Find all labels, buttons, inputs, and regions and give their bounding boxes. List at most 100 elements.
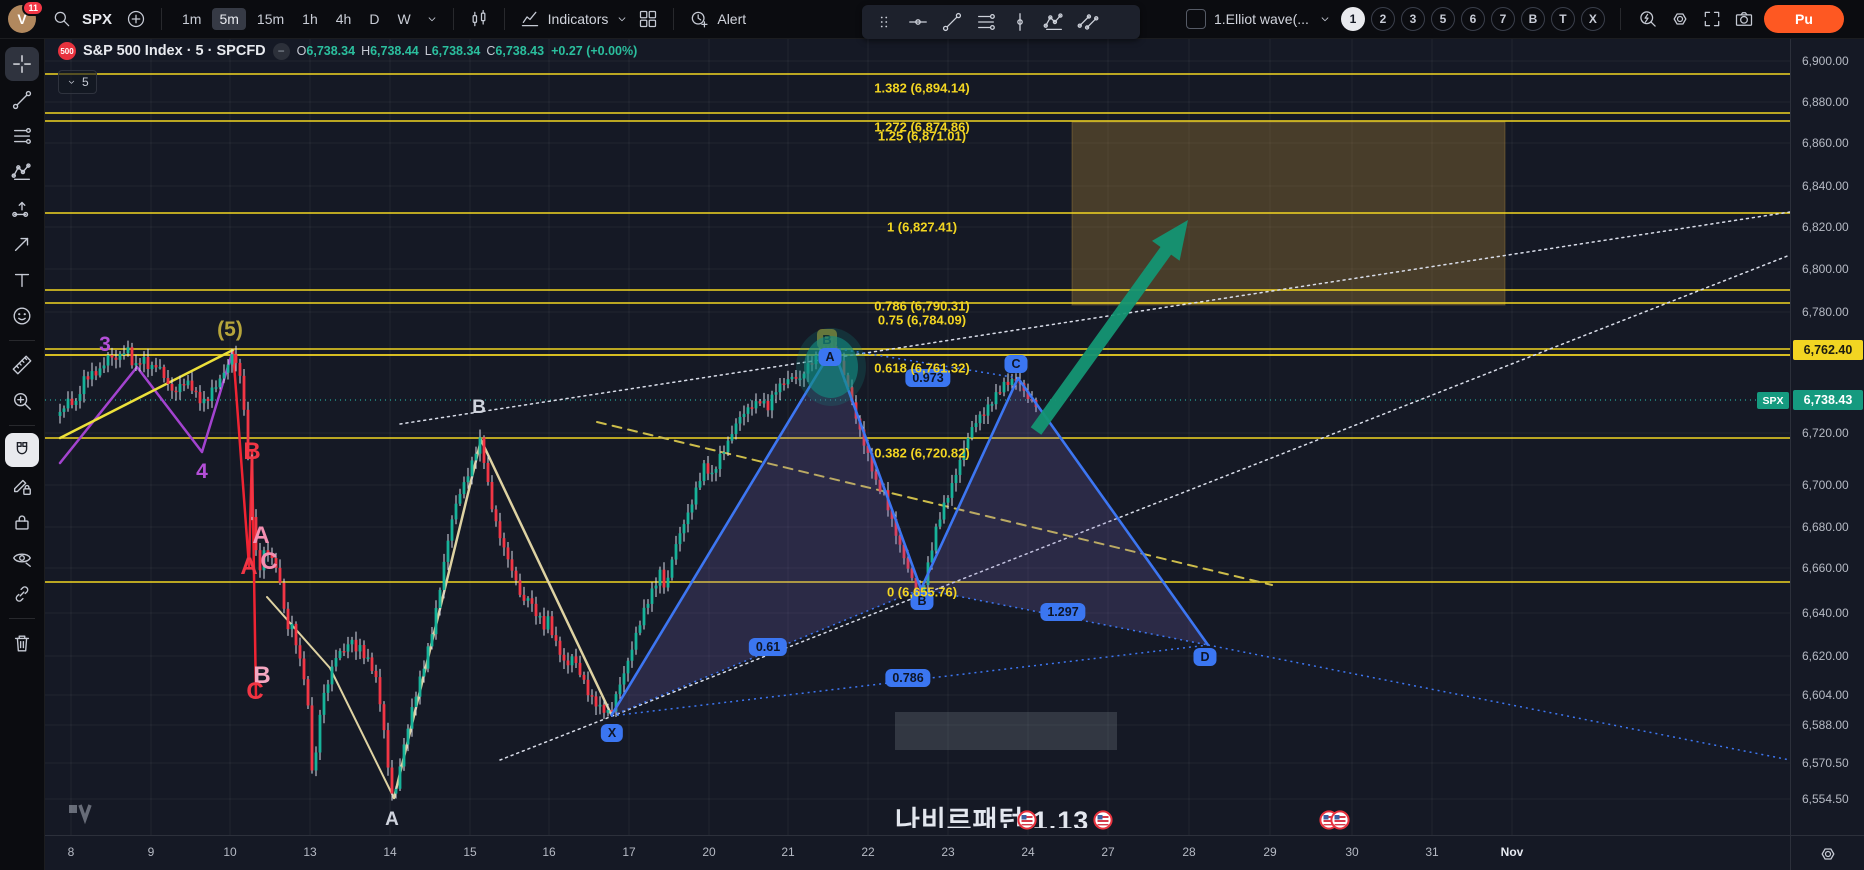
- candle-body: [566, 660, 570, 666]
- white-dotted-upper[interactable]: [399, 211, 1790, 425]
- zoom-in-tool[interactable]: [5, 384, 39, 418]
- layout-tab-3[interactable]: 3: [1400, 7, 1425, 31]
- publish-button[interactable]: Pu: [1763, 5, 1844, 33]
- fib-retracement-icon[interactable]: [974, 11, 998, 33]
- drag-handle-icon[interactable]: [872, 13, 896, 31]
- timeframe-1m[interactable]: 1m: [182, 11, 202, 27]
- alert-button[interactable]: Alert: [717, 11, 747, 27]
- layout-tab-7[interactable]: 7: [1490, 7, 1515, 31]
- template-chevron-icon[interactable]: [1317, 7, 1333, 31]
- layout-tab-T[interactable]: T: [1550, 7, 1575, 31]
- white-dotted-lower[interactable]: [499, 254, 1790, 761]
- drawing-mode-tool[interactable]: [5, 469, 39, 503]
- legend-title[interactable]: S&P 500 Index · 5 · SPCFD: [83, 43, 266, 59]
- search-icon[interactable]: [50, 7, 74, 31]
- price-axis[interactable]: 6,900.00 6,880.00 6,860.00 6,840.00 6,820.00…: [1790, 38, 1864, 835]
- axis-settings-corner[interactable]: [1790, 835, 1864, 870]
- add-symbol-icon[interactable]: [124, 7, 148, 31]
- khaki-segment[interactable]: [266, 596, 395, 799]
- hide-drawings-tool[interactable]: [5, 541, 39, 575]
- elliott-red-abc[interactable]: [231, 348, 258, 699]
- timeframe-group: 1m 5m 15m 1h 4h D W: [175, 8, 418, 30]
- text-tool[interactable]: [5, 263, 39, 297]
- chart-legend[interactable]: 500 S&P 500 Index · 5 · SPCFD − O6,738.3…: [58, 42, 637, 60]
- timeframe-W[interactable]: W: [397, 11, 411, 27]
- timeframe-15m[interactable]: 15m: [256, 11, 285, 27]
- template-checkbox[interactable]: [1186, 9, 1206, 29]
- hide-symbol-icon[interactable]: −: [272, 42, 290, 60]
- redacted-box[interactable]: [895, 712, 1117, 750]
- template-name[interactable]: 1.Elliot wave(...: [1214, 11, 1309, 27]
- level-price-badge[interactable]: 6,762.40: [1793, 340, 1863, 360]
- indicator-collapse-pill[interactable]: 5: [58, 70, 97, 94]
- candle-body: [246, 409, 250, 457]
- object-tree-tool[interactable]: [5, 577, 39, 611]
- price-tick: 6,588.00: [1802, 718, 1849, 732]
- trend-line-icon[interactable]: [940, 11, 964, 33]
- candle-body: [102, 365, 106, 369]
- time-axis[interactable]: 8 9 10 13 14 15 16 17 20 21 22 23 24 27 28 29 30 31 Nov: [45, 835, 1790, 870]
- candle-body: [618, 684, 622, 695]
- trend-line-tool[interactable]: [5, 83, 39, 117]
- gear-icon[interactable]: [1818, 844, 1838, 864]
- layout-tab-B[interactable]: B: [1520, 7, 1545, 31]
- timeframe-chevron-icon[interactable]: [424, 7, 440, 31]
- candle-body: [154, 365, 158, 368]
- lock-drawings-tool[interactable]: [5, 505, 39, 539]
- arrow-tool[interactable]: [5, 227, 39, 261]
- pattern-dotted-extension[interactable]: [1207, 644, 1790, 761]
- floating-drawing-toolbar[interactable]: [862, 5, 1140, 39]
- layout-grid-icon[interactable]: [636, 7, 660, 31]
- pattern-dotted-xb[interactable]: [610, 588, 922, 717]
- emoji-tool[interactable]: [5, 299, 39, 333]
- highlight-circle[interactable]: [804, 336, 858, 398]
- pattern-dotted-ac[interactable]: [832, 347, 1019, 379]
- pattern-xabcd-line[interactable]: [609, 346, 1210, 717]
- last-price-badge[interactable]: 6,738.43: [1793, 390, 1863, 410]
- candle-body: [90, 371, 94, 380]
- screenshot-camera-icon[interactable]: [1732, 7, 1756, 31]
- fib-retracement-tool[interactable]: [5, 119, 39, 153]
- quick-search-icon[interactable]: [1636, 7, 1660, 31]
- measure-tool[interactable]: [5, 348, 39, 382]
- remove-drawings-tool[interactable]: [5, 626, 39, 660]
- candle-body: [638, 625, 642, 633]
- alert-icon[interactable]: [687, 7, 711, 31]
- timeframe-5m[interactable]: 5m: [212, 8, 246, 30]
- timeframe-D[interactable]: D: [369, 11, 380, 27]
- layout-tab-6[interactable]: 6: [1460, 7, 1485, 31]
- indicators-chevron-icon[interactable]: [614, 7, 630, 31]
- forecast-tool[interactable]: [5, 191, 39, 225]
- vertical-line-icon[interactable]: [1008, 11, 1032, 33]
- symbol-search-button[interactable]: SPX: [82, 10, 113, 28]
- user-avatar[interactable]: V 11: [8, 0, 44, 33]
- time-tick-16: 16: [542, 845, 556, 859]
- cross-line-icon[interactable]: [1076, 11, 1100, 33]
- xabcd-tool-icon[interactable]: [1042, 11, 1066, 33]
- pattern-dotted-bd[interactable]: [920, 588, 1209, 646]
- settings-gear-icon[interactable]: [1668, 7, 1692, 31]
- chart-type-icon[interactable]: [467, 7, 491, 31]
- khaki-zigzag[interactable]: [392, 438, 613, 800]
- yellow-dashed[interactable]: [596, 421, 1273, 586]
- horizontal-line-icon[interactable]: [906, 11, 930, 33]
- crosshair-tool[interactable]: [5, 47, 39, 81]
- elliott-purple-zigzag[interactable]: [58, 348, 235, 465]
- candle-body: [382, 704, 386, 731]
- candle-body: [310, 705, 314, 771]
- layout-tab-1[interactable]: 1: [1340, 7, 1365, 31]
- bullish-arrow[interactable]: [1030, 220, 1188, 435]
- fullscreen-icon[interactable]: [1700, 7, 1724, 31]
- layout-tab-5[interactable]: 5: [1430, 7, 1455, 31]
- indicators-icon[interactable]: [518, 7, 542, 31]
- pattern-tool[interactable]: [5, 155, 39, 189]
- yellow-trendline[interactable]: [58, 348, 235, 440]
- magnet-tool[interactable]: [5, 433, 39, 467]
- layout-tab-2[interactable]: 2: [1370, 7, 1395, 31]
- timeframe-1h[interactable]: 1h: [302, 11, 318, 27]
- layout-tab-X[interactable]: X: [1580, 7, 1605, 31]
- indicators-button[interactable]: Indicators: [547, 11, 609, 27]
- price-chart-canvas[interactable]: B: [45, 38, 1790, 835]
- candle-body: [730, 434, 734, 441]
- timeframe-4h[interactable]: 4h: [335, 11, 352, 27]
